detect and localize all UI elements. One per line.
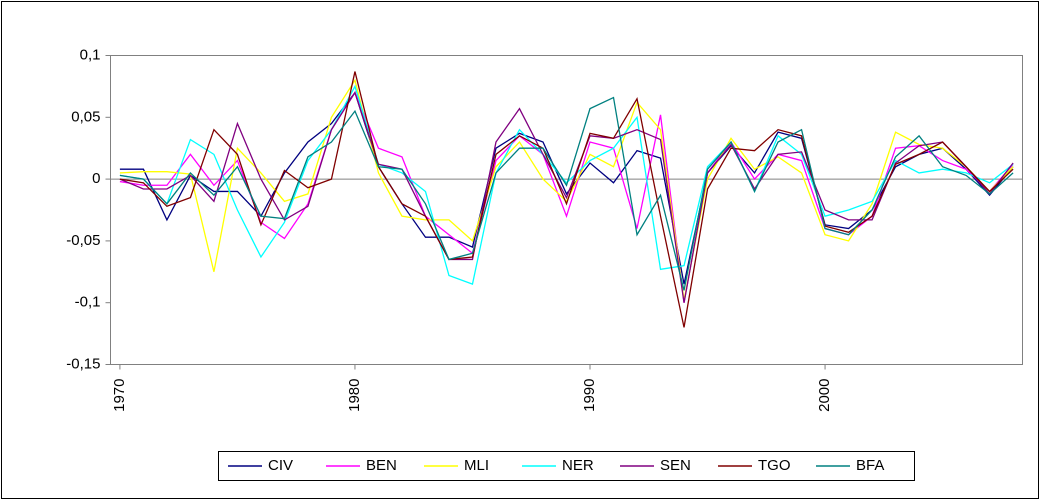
y-tick-label: 0,05: [71, 108, 100, 125]
y-tick-label: 0,1: [80, 46, 101, 63]
legend-label: CIV: [268, 457, 293, 474]
series-line: [119, 84, 1014, 286]
y-tick-label: -0,15: [66, 355, 100, 372]
series-line: [119, 78, 1014, 301]
x-tick-label: 1970: [111, 379, 128, 412]
series-line: [119, 91, 1014, 303]
legend-label: TGO: [758, 457, 791, 474]
legend-label: NER: [562, 457, 594, 474]
y-tick-label: -0,1: [75, 294, 101, 311]
series-line: [119, 96, 1014, 291]
y-tick-label: 0: [92, 170, 100, 187]
plot-area: [110, 55, 1023, 365]
legend-label: BEN: [366, 457, 397, 474]
y-tick-label: -0,05: [66, 232, 100, 249]
legend-label: MLI: [464, 457, 489, 474]
series-line: [119, 71, 1014, 328]
legend-label: SEN: [660, 457, 691, 474]
series-line: [119, 91, 1014, 303]
legend-label: BFA: [856, 457, 884, 474]
x-tick-label: 1990: [581, 379, 598, 412]
x-tick-label: 2000: [816, 379, 833, 412]
x-tick-label: 1980: [346, 379, 363, 412]
